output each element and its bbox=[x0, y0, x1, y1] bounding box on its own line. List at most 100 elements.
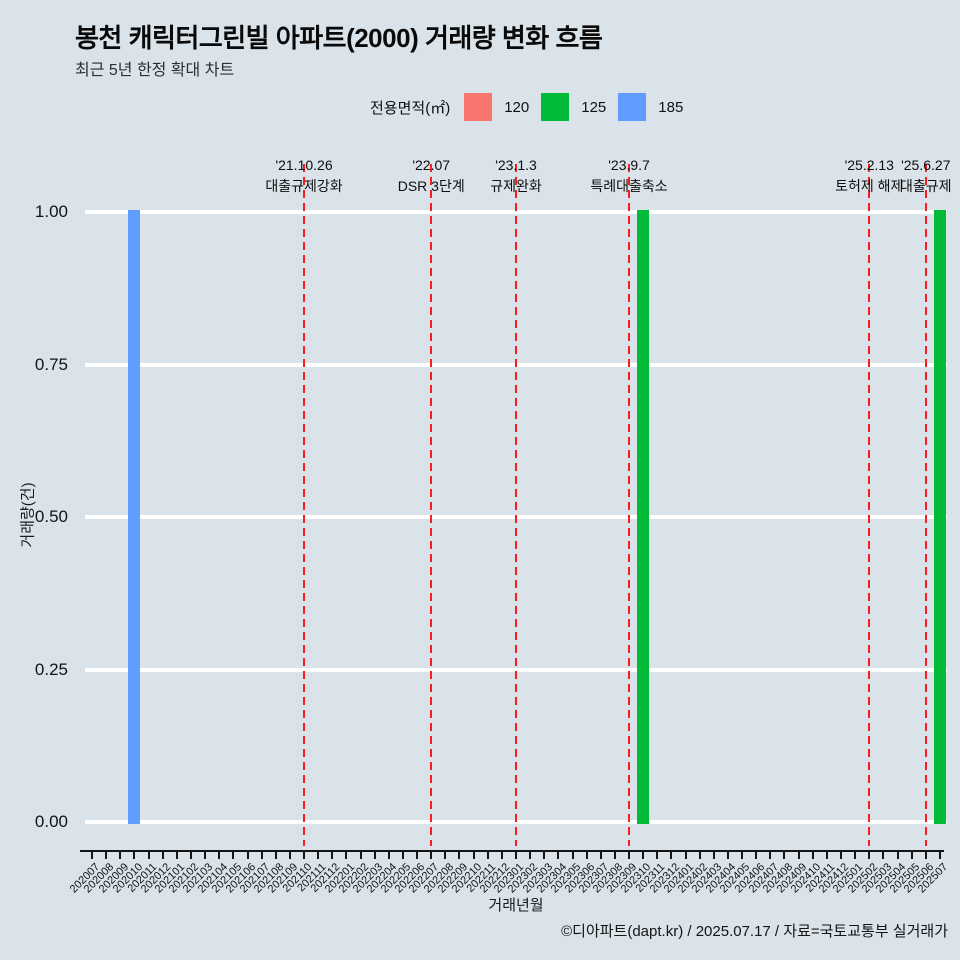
y-tick-label-1.00: 1.00 bbox=[34, 202, 68, 221]
x-tick-202410 bbox=[811, 852, 814, 859]
x-tick-202403 bbox=[712, 852, 715, 859]
event-line-202506 bbox=[924, 164, 927, 846]
x-tick-202201 bbox=[345, 852, 348, 859]
bar-202310-area125 bbox=[637, 210, 650, 824]
legend-swatch-185 bbox=[618, 93, 647, 121]
legend-label-125: 125 bbox=[581, 98, 607, 116]
x-tick-202007 bbox=[91, 852, 94, 859]
x-tick-202010 bbox=[133, 852, 136, 859]
y-tick-label-0.50: 0.50 bbox=[34, 507, 68, 526]
chart-title: 봉천 캐릭터그린빌 아파트(2000) 거래량 변화 흐름 bbox=[75, 23, 603, 53]
bar-202010-area185 bbox=[128, 210, 141, 824]
y-tick-label-0.00: 0.00 bbox=[34, 812, 68, 831]
x-tick-202405 bbox=[741, 852, 744, 859]
event-line-202301 bbox=[515, 164, 517, 846]
legend: 전용면적(㎡) 120 125 185 bbox=[370, 92, 683, 122]
event-label: 대출규제강화 bbox=[265, 178, 343, 194]
x-tick-202108 bbox=[274, 852, 277, 859]
legend-swatch-120 bbox=[464, 93, 493, 121]
y-axis-title-text: 거래량(건) bbox=[19, 482, 37, 548]
x-tick-202309 bbox=[628, 852, 631, 859]
event-date: '23.9.7 bbox=[608, 157, 650, 173]
y-tick-label-0.25: 0.25 bbox=[34, 659, 68, 679]
x-tick-202101 bbox=[175, 852, 178, 859]
x-tick-202211 bbox=[486, 852, 489, 859]
x-tick-202412 bbox=[840, 852, 843, 859]
legend-swatch-125 bbox=[541, 93, 570, 121]
event-label: 토허제 해제 bbox=[835, 178, 904, 194]
chart-subtitle: 최근 5년 한정 확대 차트 bbox=[75, 62, 235, 79]
x-tick-202205 bbox=[401, 852, 404, 859]
x-tick-202012 bbox=[161, 852, 164, 859]
x-tick-202103 bbox=[204, 852, 207, 859]
x-tick-202109 bbox=[288, 852, 291, 859]
x-tick-202307 bbox=[599, 852, 602, 859]
x-tick-202404 bbox=[726, 852, 729, 859]
x-tick-202204 bbox=[387, 852, 390, 859]
legend-label-185: 185 bbox=[658, 98, 684, 116]
x-tick-202302 bbox=[529, 852, 532, 859]
x-tick-202009 bbox=[119, 852, 122, 859]
x-axis-title: 거래년월 bbox=[488, 897, 544, 914]
x-tick-202504 bbox=[896, 852, 899, 859]
event-annotation-202506: '25.6.27 대출규제 bbox=[900, 155, 952, 197]
x-tick-202407 bbox=[769, 852, 772, 859]
event-label: 특례대출축소 bbox=[590, 178, 668, 194]
x-tick-202107 bbox=[260, 852, 263, 859]
legend-items: 120 125 185 bbox=[452, 93, 683, 121]
x-tick-202011 bbox=[147, 852, 150, 859]
x-tick-202409 bbox=[797, 852, 800, 859]
x-tick-202212 bbox=[500, 852, 503, 859]
x-tick-202111 bbox=[317, 852, 320, 859]
event-annotation-202502: '25.2.13 토허제 해제 bbox=[835, 155, 903, 197]
event-annotation-202301: '23.1.3 규제완화 bbox=[490, 155, 542, 197]
y-tick-label-0.75: 0.75 bbox=[34, 354, 68, 374]
event-date: '21.10.26 bbox=[275, 157, 333, 173]
x-tick-202505 bbox=[910, 852, 913, 859]
x-tick-202202 bbox=[359, 852, 362, 859]
x-tick-202310 bbox=[642, 852, 645, 859]
footer-credit: ©디아파트(dapt.kr) / 2025.07.17 / 자료=국토교통부 실… bbox=[561, 923, 948, 940]
x-tick-202411 bbox=[825, 852, 828, 859]
x-tick-202406 bbox=[755, 852, 758, 859]
x-tick-202304 bbox=[557, 852, 560, 859]
x-tick-202501 bbox=[854, 852, 857, 859]
x-tick-202102 bbox=[189, 852, 192, 859]
event-annotation-202207: '22.07 DSR 3단계 bbox=[398, 155, 465, 197]
event-line-202110 bbox=[303, 164, 306, 846]
x-tick-202106 bbox=[246, 852, 249, 859]
event-label: DSR 3단계 bbox=[397, 178, 465, 194]
event-line-202309 bbox=[628, 164, 631, 846]
x-tick-202112 bbox=[331, 852, 334, 859]
event-line-202502 bbox=[868, 164, 871, 846]
x-tick-202502 bbox=[868, 852, 871, 859]
x-tick-202507 bbox=[938, 852, 941, 859]
event-date: '25.6.27 bbox=[901, 157, 951, 173]
x-axis-line bbox=[80, 850, 944, 852]
x-tick-202203 bbox=[373, 852, 376, 859]
x-tick-202105 bbox=[232, 852, 235, 859]
event-label: 대출규제 bbox=[900, 178, 952, 194]
legend-label-120: 120 bbox=[504, 98, 530, 116]
x-tick-202312 bbox=[670, 852, 673, 859]
x-tick-202208 bbox=[444, 852, 447, 859]
x-tick-202301 bbox=[515, 852, 517, 859]
event-label: 규제완화 bbox=[490, 178, 542, 194]
x-tick-202206 bbox=[416, 852, 419, 859]
x-tick-202104 bbox=[218, 852, 221, 859]
event-date: '22.07 bbox=[412, 157, 451, 173]
x-tick-202401 bbox=[684, 852, 687, 859]
x-tick-202209 bbox=[458, 852, 461, 859]
x-tick-202402 bbox=[698, 852, 701, 859]
x-tick-202306 bbox=[585, 852, 588, 859]
x-tick-202506 bbox=[924, 852, 927, 859]
event-annotation-202309: '23.9.7 특례대출축소 bbox=[590, 155, 667, 197]
event-date: '25.2.13 bbox=[844, 157, 894, 173]
x-tick-202207 bbox=[430, 852, 433, 859]
x-tick-202008 bbox=[105, 852, 108, 859]
x-tick-202311 bbox=[656, 852, 659, 859]
x-tick-202305 bbox=[571, 852, 574, 859]
bar-202507-area125 bbox=[933, 210, 946, 824]
event-date: '23.1.3 bbox=[495, 157, 537, 173]
